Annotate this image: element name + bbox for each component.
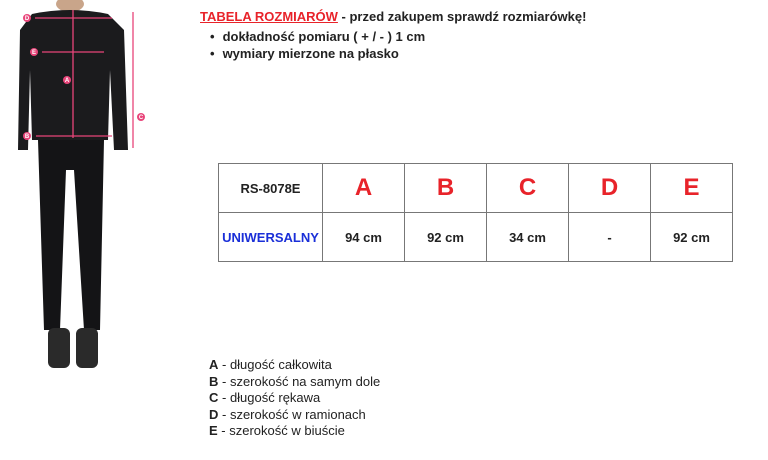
value-b: 92 cm: [404, 212, 487, 262]
col-a: A: [322, 163, 405, 213]
size-name: UNIWERSALNY: [218, 212, 323, 262]
marker-a: A: [65, 78, 70, 84]
value-d: -: [568, 212, 651, 262]
legend-item: A - długość całkowita: [209, 357, 332, 372]
legend-item: E - szerokość w biuście: [209, 423, 345, 438]
table-row: UNIWERSALNY 94 cm 92 cm 34 cm - 92 cm: [218, 212, 733, 262]
bullet-flat: wymiary mierzone na płasko: [210, 46, 399, 61]
table-header-row: RS-8078E A B C D E: [218, 163, 733, 213]
legend-item: C - długość rękawa: [209, 390, 321, 405]
header-subtitle: - przed zakupem sprawdź rozmiarówkę!: [337, 9, 587, 24]
col-e: E: [650, 163, 733, 213]
value-c: 34 cm: [486, 212, 569, 262]
marker-b: B: [25, 134, 30, 140]
size-table: RS-8078E A B C D E UNIWERSALNY 94 cm 92 …: [218, 163, 733, 262]
bullet-accuracy: dokładność pomiaru ( + / - ) 1 cm: [210, 29, 426, 44]
legend-item: D - szerokość w ramionach: [209, 407, 366, 422]
col-d: D: [568, 163, 651, 213]
value-a: 94 cm: [322, 212, 405, 262]
model-code: RS-8078E: [218, 163, 323, 213]
header-title: TABELA ROZMIARÓW: [200, 9, 338, 24]
col-b: B: [404, 163, 487, 213]
header: TABELA ROZMIARÓW - przed zakupem sprawdź…: [200, 9, 586, 24]
model-figure: D E A B C: [18, 0, 145, 368]
legend-item: B - szerokość na samym dole: [209, 374, 381, 389]
marker-e: E: [32, 50, 36, 56]
col-c: C: [486, 163, 569, 213]
value-e: 92 cm: [650, 212, 733, 262]
marker-c: C: [139, 115, 144, 121]
marker-d: D: [25, 16, 30, 22]
